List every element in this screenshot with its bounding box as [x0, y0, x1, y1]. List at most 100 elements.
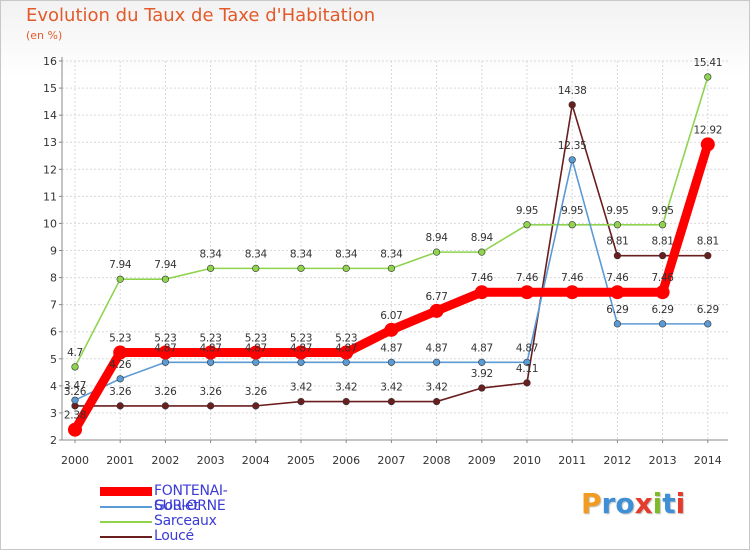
y-tick-label: 8 — [50, 272, 57, 285]
data-point — [161, 358, 169, 366]
data-point — [433, 397, 441, 406]
x-tick-label: 2006 — [332, 454, 360, 467]
x-tick-label: 2010 — [513, 454, 541, 467]
y-tick-label: 11 — [43, 190, 57, 203]
y-tick-label: 4 — [50, 380, 57, 393]
data-label: 8.81 — [606, 236, 628, 248]
data-label: 4.26 — [109, 359, 132, 371]
data-label: 8.34 — [335, 248, 358, 260]
data-label: 4.87 — [471, 342, 493, 354]
data-point — [613, 252, 622, 260]
data-point — [71, 396, 79, 404]
x-tick-label: 2000 — [61, 454, 89, 467]
data-label: 4.87 — [335, 342, 357, 354]
data-label: 8.34 — [245, 248, 268, 260]
series-sarceaux — [71, 73, 712, 371]
data-point — [252, 402, 260, 410]
data-point — [387, 264, 396, 272]
data-point — [429, 303, 444, 318]
data-point — [613, 320, 622, 328]
y-tick-label: 13 — [43, 136, 57, 149]
grid — [62, 60, 728, 441]
data-point — [523, 221, 531, 229]
data-label: 9.95 — [652, 205, 674, 217]
legend-label-louce: Loucé — [154, 528, 194, 544]
data-point — [342, 264, 350, 272]
legend-swatch-sarceaux — [100, 521, 152, 523]
legend-label-goulet: Goulet — [154, 498, 199, 514]
data-label: 5.23 — [335, 333, 357, 345]
series-louc- — [71, 101, 712, 410]
data-point — [565, 285, 580, 300]
y-tick-label: 14 — [43, 109, 57, 122]
data-label: 6.29 — [697, 304, 719, 316]
y-tick-label: 15 — [43, 82, 57, 95]
data-label: 4.87 — [200, 342, 222, 354]
data-label: 12.92 — [694, 124, 723, 136]
data-point — [384, 322, 399, 337]
data-label: 8.34 — [290, 248, 313, 260]
legend-swatch-louce — [100, 536, 152, 538]
data-label: 8.34 — [380, 248, 403, 260]
data-point — [342, 397, 350, 406]
logo-letter: r — [601, 487, 616, 520]
legend-label-sarceaux: Sarceaux — [154, 513, 217, 529]
data-label: 4.87 — [290, 342, 312, 354]
data-label: 7.46 — [516, 272, 539, 284]
y-tick-label: 16 — [43, 55, 57, 68]
data-point — [433, 248, 441, 256]
data-point — [116, 375, 124, 383]
series-fontenai-sur-orne — [68, 137, 715, 437]
data-point — [203, 345, 218, 360]
data-label: 2.38 — [64, 410, 86, 422]
data-label: 9.95 — [516, 205, 538, 217]
data-label: 3.42 — [335, 382, 357, 394]
data-point — [297, 264, 305, 272]
data-label: 7.46 — [561, 272, 584, 284]
data-point — [252, 358, 260, 366]
y-tick-label: 2 — [50, 434, 57, 447]
data-label: 6.29 — [652, 304, 674, 316]
data-label: 8.81 — [652, 236, 674, 248]
data-label: 8.94 — [426, 232, 449, 244]
data-point — [207, 402, 215, 410]
data-label: 4.87 — [380, 342, 402, 354]
data-label: 3.42 — [426, 382, 448, 394]
logo-letter: i — [675, 487, 686, 520]
data-label: 7.94 — [154, 259, 177, 271]
x-tick-label: 2009 — [468, 454, 496, 467]
data-point — [658, 320, 667, 328]
chart-title: Evolution du Taux de Taxe d'Habitation — [26, 5, 376, 26]
data-point — [523, 358, 531, 366]
data-point — [339, 345, 354, 360]
data-point — [161, 402, 169, 410]
data-label: 7.46 — [606, 272, 629, 284]
data-label: 5.23 — [200, 333, 222, 345]
data-point — [478, 248, 486, 256]
data-label: 9.95 — [606, 205, 628, 217]
y-tick-label: 3 — [50, 407, 57, 420]
x-tick-label: 2004 — [242, 454, 270, 467]
data-label: 6.77 — [426, 291, 448, 303]
data-point — [387, 397, 396, 406]
data-point — [252, 264, 260, 272]
data-point — [71, 363, 79, 371]
y-tick-label: 5 — [50, 353, 57, 366]
data-point — [523, 379, 531, 387]
x-tick-label: 2012 — [603, 454, 631, 467]
data-point — [520, 285, 534, 300]
data-point — [568, 156, 576, 164]
data-point — [207, 264, 215, 272]
logo-letter: i — [652, 487, 663, 520]
x-tick-label: 2011 — [558, 454, 586, 467]
x-tick-label: 2003 — [197, 454, 225, 467]
data-point — [568, 221, 576, 229]
data-label: 14.38 — [558, 85, 587, 97]
y-tick-label: 9 — [50, 245, 57, 258]
data-point — [610, 285, 625, 300]
data-label: 3.26 — [245, 386, 268, 398]
logo-letter: o — [615, 487, 635, 520]
data-label: 4.87 — [245, 342, 267, 354]
x-tick-label: 2001 — [106, 454, 134, 467]
